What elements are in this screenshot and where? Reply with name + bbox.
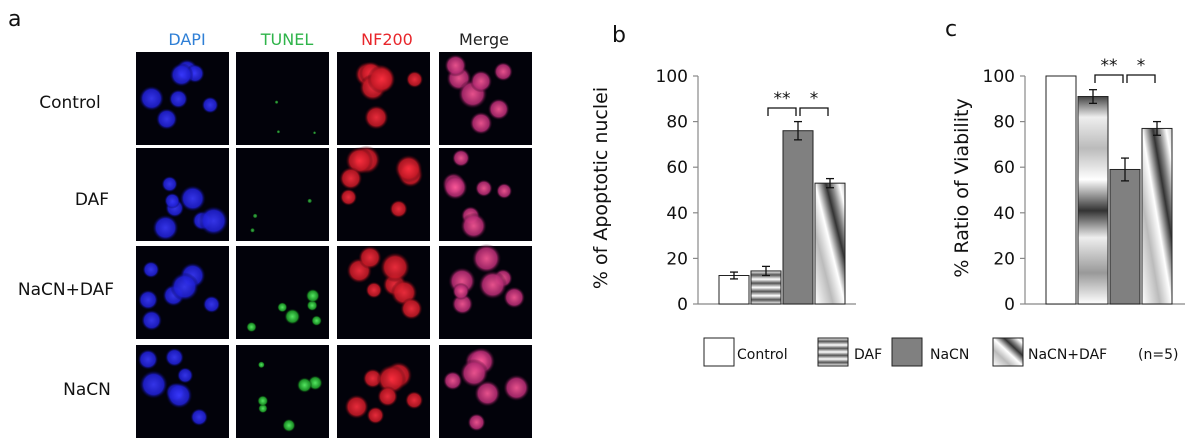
row-label-nacn: NaCN	[63, 380, 111, 400]
y-tick-label: 60	[666, 158, 688, 178]
chart-b-ylabel: % of Apoptotic nuclei	[590, 87, 612, 289]
y-tick-label: 100	[656, 67, 688, 87]
y-tick-label: 100	[983, 67, 1015, 87]
chart-c-ylabel: % Ratio of Viability	[951, 98, 973, 277]
y-tick-label: 40	[993, 204, 1015, 224]
bar-nacn	[782, 130, 814, 305]
bar-control	[1045, 75, 1077, 305]
bar-nacn	[1109, 168, 1141, 305]
row-label-daf: DAF	[75, 190, 109, 210]
micrograph-nacn-daf-tunel	[236, 246, 329, 339]
error-bar	[1121, 157, 1129, 182]
micrograph-nacn-tunel	[236, 345, 329, 438]
micrograph-nacn-merge	[439, 345, 532, 438]
significance-bracket: *	[1126, 56, 1156, 83]
bar-daf	[1077, 96, 1109, 305]
error-bar	[794, 120, 802, 141]
legend-swatch-daf	[817, 337, 849, 367]
significance-label: **	[1101, 56, 1118, 76]
column-header-nf200: NF200	[361, 30, 413, 49]
micrograph-nacn-daf-nf200	[337, 245, 430, 339]
bar-control	[718, 275, 750, 305]
micrograph-nacn-daf-dapi	[136, 246, 229, 339]
micrograph-nacn-dapi	[136, 345, 229, 438]
panel-letter-c: c	[945, 17, 957, 42]
y-tick-label: 40	[666, 204, 688, 224]
panel-letter-a: a	[8, 7, 21, 32]
legend-label-nacn: NaCN	[930, 347, 969, 363]
y-tick-label: 80	[666, 113, 688, 133]
micrograph-nacn-daf-merge	[439, 243, 532, 339]
legend-note: (n=5)	[1138, 347, 1178, 363]
panel-letter-b: b	[612, 23, 626, 48]
y-tick-label: 80	[993, 113, 1015, 133]
micrograph-daf-nf200	[337, 145, 430, 241]
legend-swatch-nacn	[891, 337, 923, 367]
error-bar	[1153, 120, 1161, 136]
error-bar	[826, 177, 834, 189]
column-header-tunel: TUNEL	[260, 30, 314, 49]
bar-nacn-daf	[814, 182, 846, 305]
micrograph-daf-merge	[439, 148, 532, 241]
column-header-merge: Merge	[459, 30, 509, 49]
microscopy-grid: DAPI TUNEL NF200 Merge Control DAF NaCN+…	[18, 30, 532, 438]
error-bar	[730, 271, 738, 280]
micrograph-control-tunel	[236, 52, 329, 145]
y-tick-label: 60	[993, 158, 1015, 178]
legend-swatch-control	[703, 337, 735, 367]
legend-label-daf: DAF	[854, 347, 882, 363]
significance-bracket: **	[767, 89, 797, 116]
significance-label: **	[774, 89, 791, 109]
bar-nacn-daf	[1141, 127, 1173, 305]
row-label-control: Control	[39, 93, 100, 113]
column-header-dapi: DAPI	[168, 30, 205, 49]
significance-label: *	[810, 89, 819, 109]
y-tick-label: 0	[1004, 295, 1015, 315]
significance-label: *	[1137, 56, 1146, 76]
y-tick-label: 0	[677, 295, 688, 315]
micrograph-control-dapi	[136, 52, 229, 145]
error-bar	[1089, 89, 1097, 105]
micrograph-daf-tunel	[236, 148, 329, 241]
micrograph-control-nf200	[337, 52, 430, 145]
legend-label-nacn-daf: NaCN+DAF	[1028, 347, 1107, 363]
legend-label-control: Control	[737, 347, 788, 363]
micrograph-nacn-nf200	[337, 345, 430, 438]
row-label-nacn-daf: NaCN+DAF	[18, 280, 114, 300]
legend: Control DAF NaCN NaCN+DAF (n=5)	[703, 337, 1178, 367]
error-bar	[762, 265, 770, 277]
significance-bracket: *	[799, 89, 829, 116]
micrograph-control-merge	[439, 52, 532, 145]
legend-swatch-nacn-daf	[992, 337, 1024, 367]
y-tick-label: 20	[666, 249, 688, 269]
significance-bracket: **	[1094, 56, 1124, 83]
y-tick-label: 20	[993, 249, 1015, 269]
micrograph-daf-dapi	[136, 148, 229, 241]
